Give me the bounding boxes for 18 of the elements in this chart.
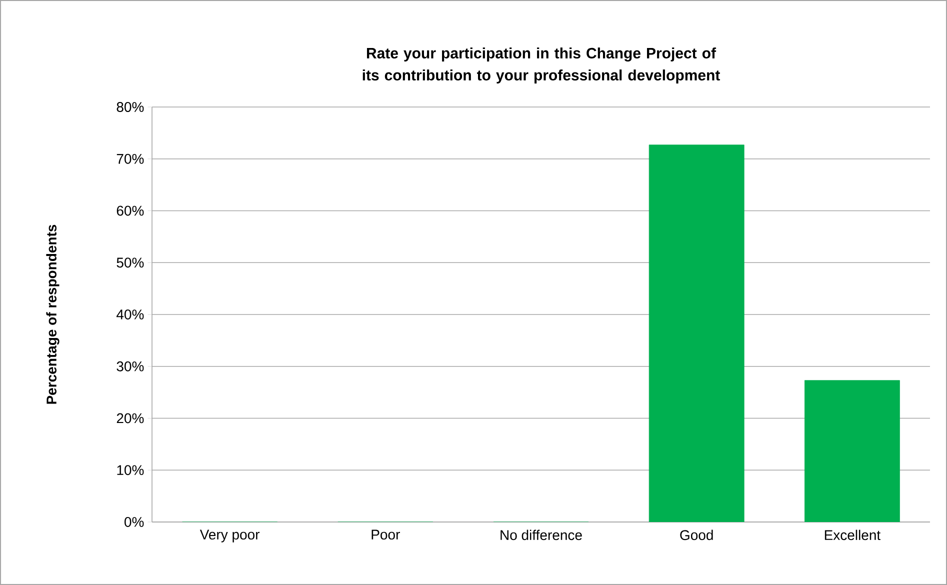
y-tick-label: 80% (116, 102, 144, 112)
y-tick-label: 70% (116, 154, 144, 164)
x-tick-label: Excellent (824, 530, 880, 540)
chart-title: Rate your participation in this Change Project of its contribution to your professional development (362, 47, 720, 84)
y-tick-label: 10% (117, 465, 144, 476)
y-tick-label: 50% (116, 258, 144, 268)
x-tick-label: Very poor (200, 530, 260, 542)
x-tick-label: No difference (500, 530, 582, 540)
y-tick-label: 0% (124, 517, 144, 527)
bar (804, 380, 900, 522)
y-axis-title: Percentage of respondents (46, 224, 60, 404)
bar (648, 144, 744, 522)
x-tick-label: Good (680, 530, 713, 540)
y-tick-label: 20% (116, 413, 144, 424)
y-tick-label: 60% (116, 206, 144, 216)
x-tick-label: Poor (372, 530, 400, 540)
y-tick-label: 40% (116, 310, 144, 320)
y-tick-label: 30% (116, 361, 144, 372)
